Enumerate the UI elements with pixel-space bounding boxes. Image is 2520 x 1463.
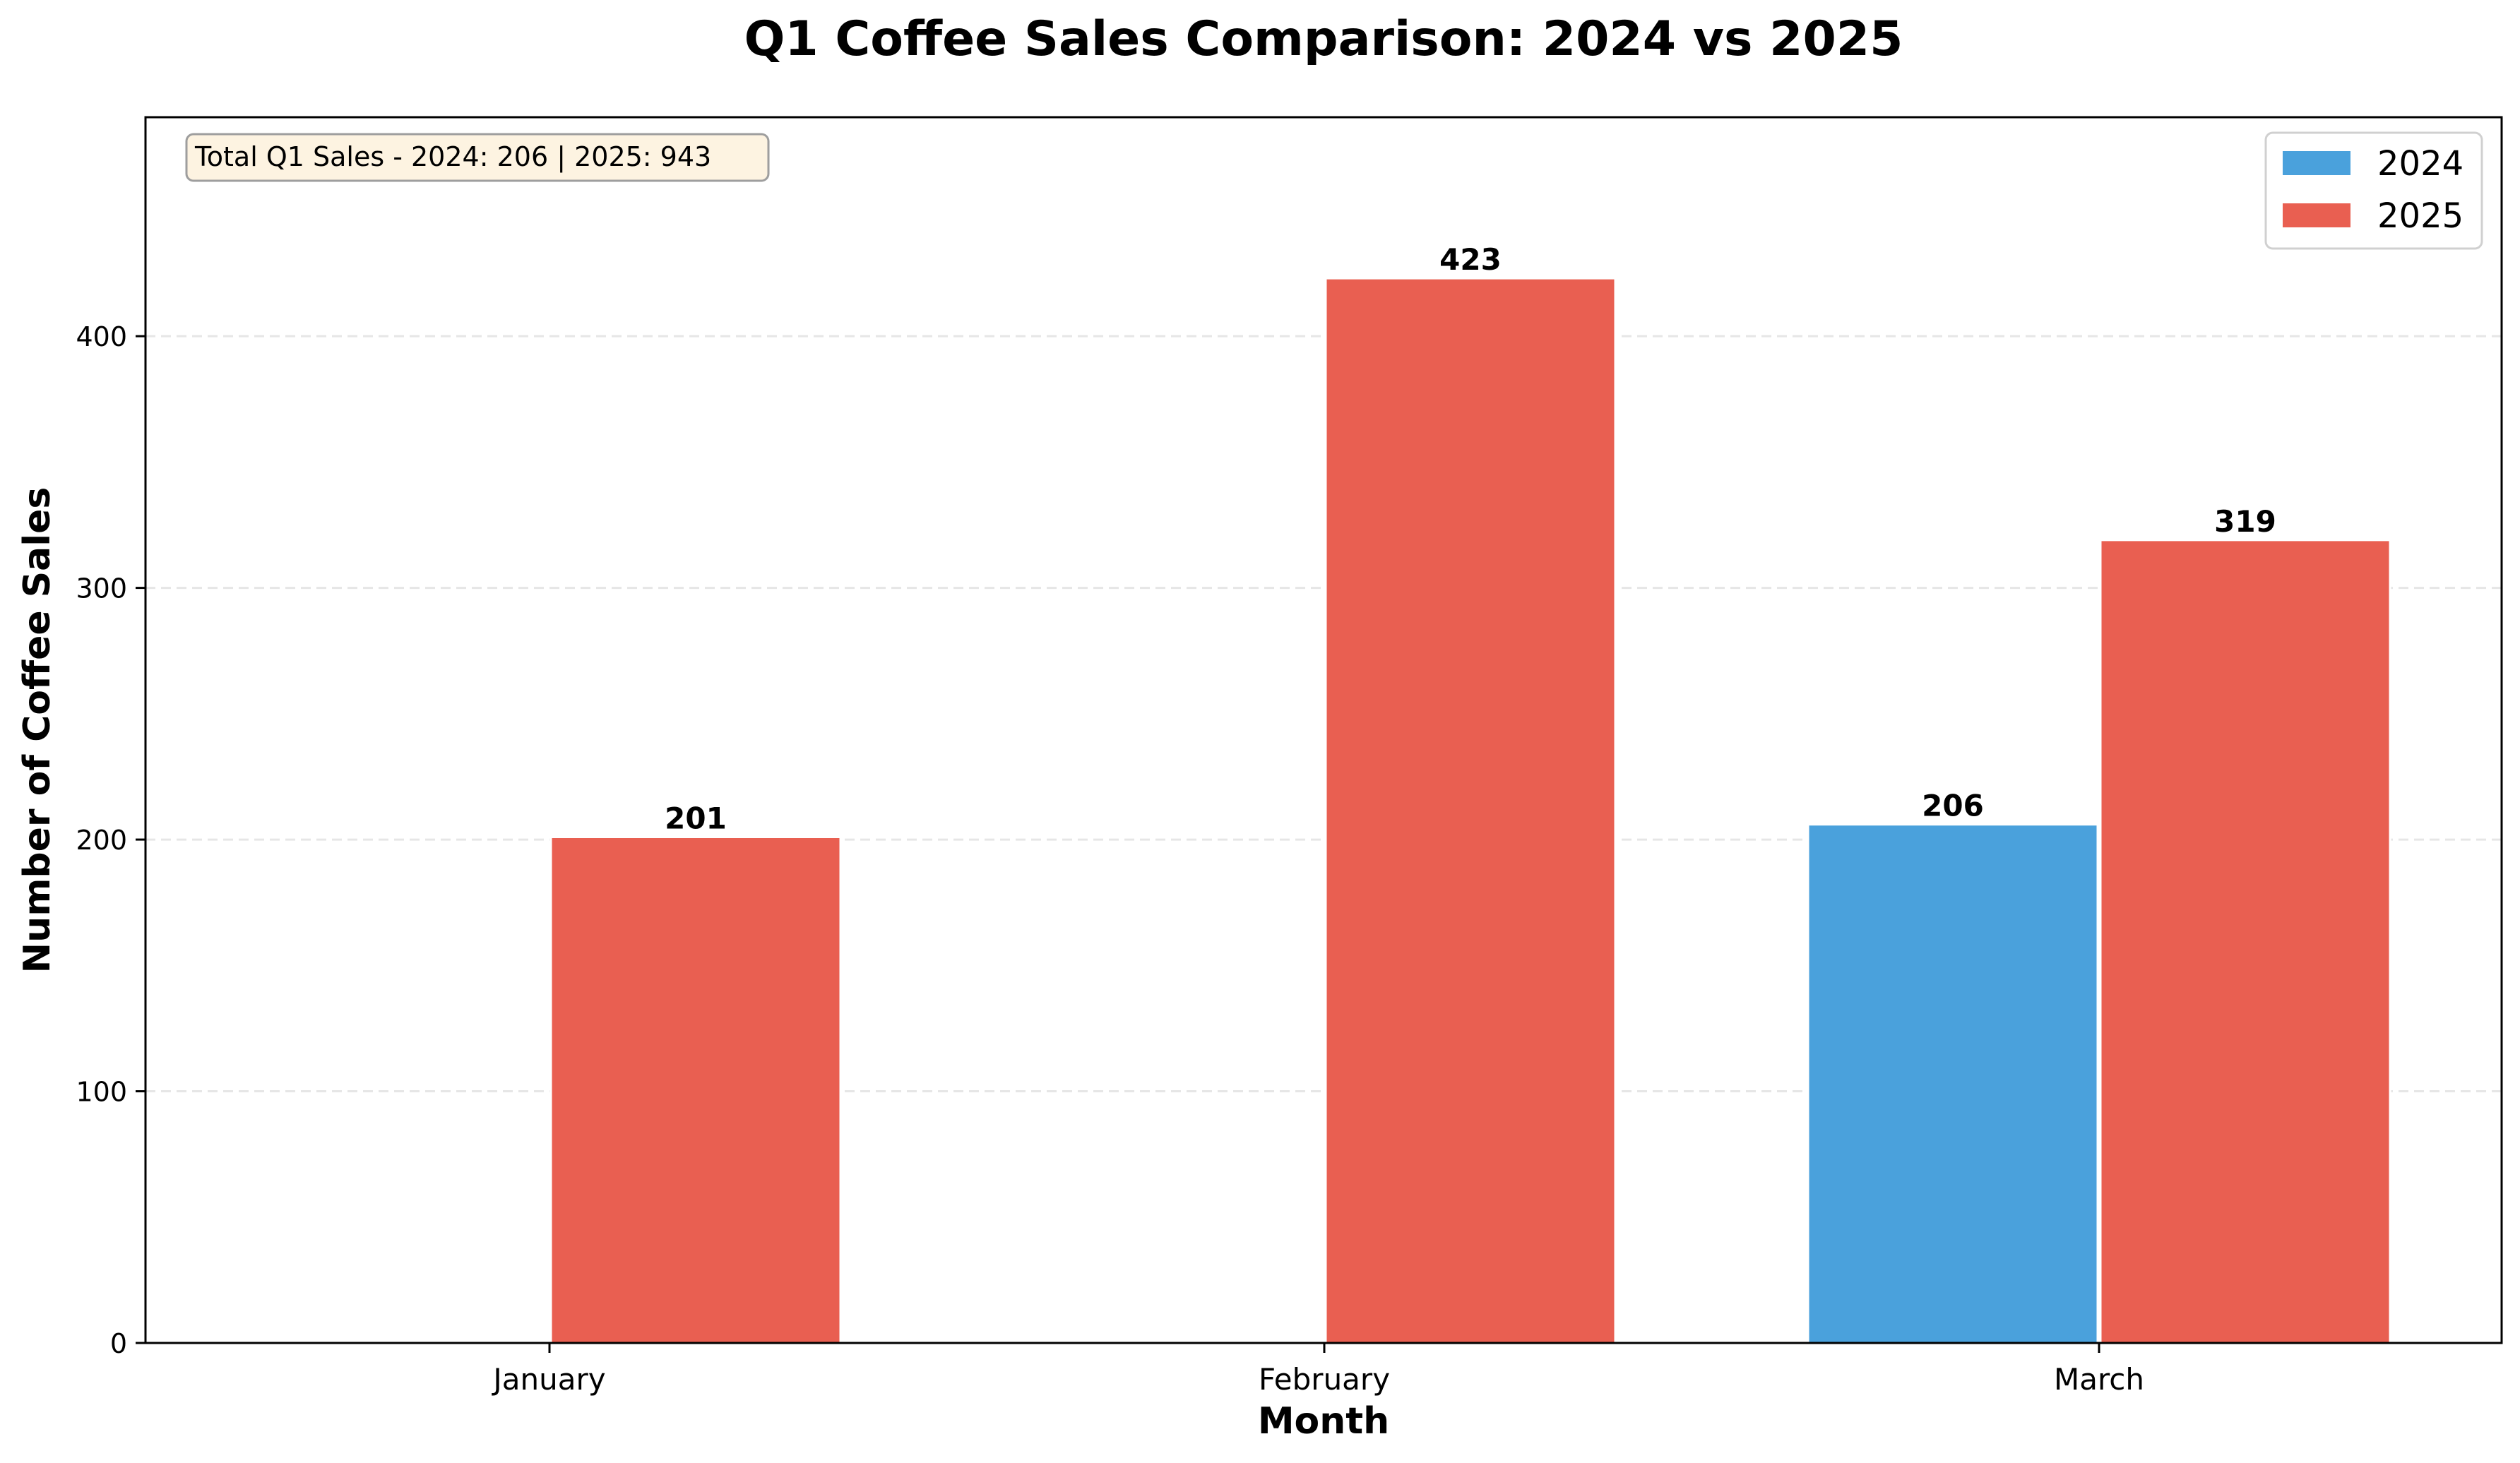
annotation-text: Total Q1 Sales - 2024: 206 | 2025: 943 [194,141,711,173]
y-tick-label: 100 [76,1077,127,1108]
x-tick-label: February [1259,1362,1390,1397]
legend-label-2025: 2025 [2377,196,2463,236]
x-axis-ticks: January February March [491,1343,2144,1397]
bar-value-label: 423 [1439,242,1502,277]
y-axis-ticks: 0 100 200 300 400 [76,321,145,1359]
bar-value-label: 319 [2214,504,2276,539]
annotation-box [185,133,770,182]
bar-value-label: 201 [665,801,727,835]
y-tick-label: 200 [76,825,127,856]
bar-2024-march [1807,823,2099,1344]
bar-2025-february [1324,277,1617,1344]
bar-2025-march [2099,539,2391,1344]
legend-label-2024: 2024 [2377,144,2463,184]
legend-swatch-2025 [2283,203,2350,227]
bars [549,277,2391,1344]
legend: 2024 2025 [2264,131,2483,250]
bar-value-labels: 206 201 423 319 [665,242,2276,835]
y-axis-label: Number of Coffee Sales [16,487,59,974]
x-tick-label: March [2054,1362,2144,1397]
total-sales-annotation: Total Q1 Sales - 2024: 206 | 2025: 943 [185,133,770,182]
bar-2025-january [549,835,842,1344]
x-tick-label: January [491,1362,605,1397]
y-tick-label: 0 [110,1328,127,1359]
y-tick-label: 300 [76,573,127,604]
bar-value-label: 206 [1922,789,1984,823]
chart-title: Q1 Coffee Sales Comparison: 2024 vs 2025 [744,11,1903,67]
x-axis-label: Month [1258,1400,1389,1443]
y-tick-label: 400 [76,321,127,352]
legend-swatch-2024 [2283,151,2350,175]
